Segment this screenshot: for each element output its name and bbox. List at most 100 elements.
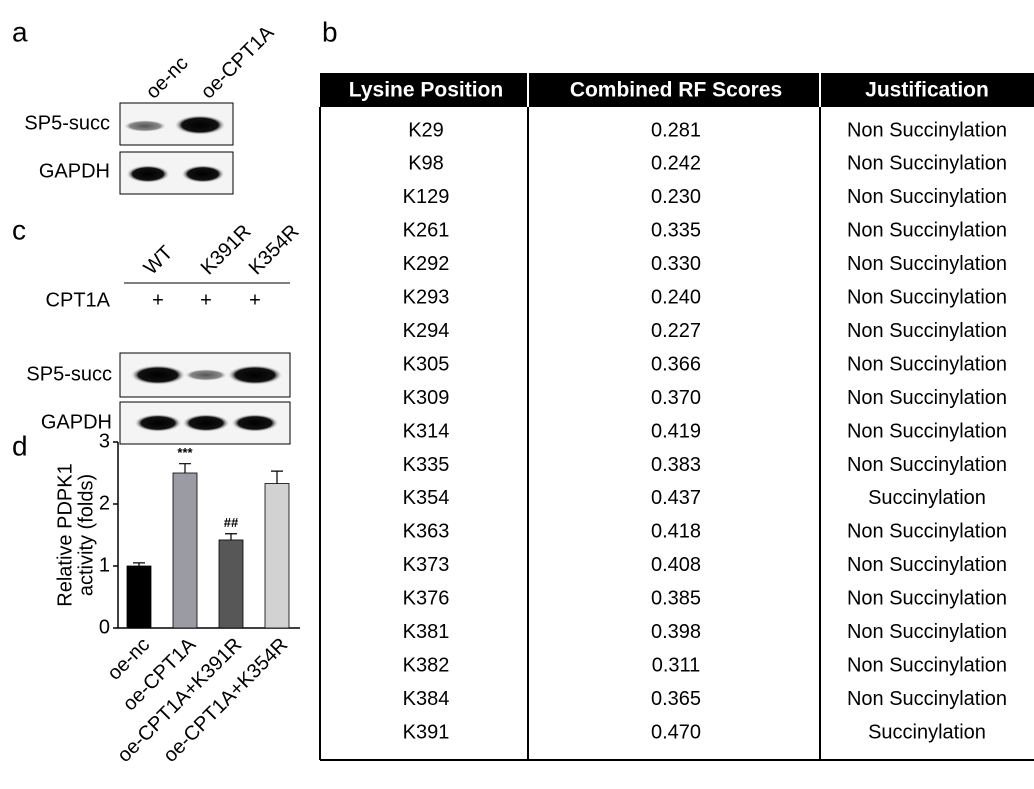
band (174, 115, 226, 135)
table-cell: Succinylation (868, 487, 986, 509)
treatment-label: CPT1A (46, 289, 111, 311)
annotation: ## (224, 515, 239, 530)
band (134, 414, 182, 432)
table-cell: 0.365 (651, 688, 701, 710)
table-cell: Non Succinylation (847, 220, 1007, 242)
table-header-cell: Lysine Position (349, 79, 503, 102)
lane-label: WT (140, 242, 178, 280)
table-cell: 0.230 (651, 186, 701, 208)
band (184, 369, 228, 381)
table-cell: Non Succinylation (847, 320, 1007, 342)
panel-label: c (12, 214, 26, 245)
table-cell: 0.311 (652, 654, 701, 676)
figure: a oe-nc oe-CPT1A SP5-succ GAPDH c WT K39… (0, 0, 1034, 789)
table-cell: Non Succinylation (847, 387, 1007, 409)
table-cell: K376 (403, 588, 450, 610)
band (130, 365, 186, 385)
table-cell: 0.470 (651, 721, 701, 743)
band (123, 120, 167, 132)
table-cell: K309 (403, 387, 450, 409)
table-cell: 0.330 (651, 253, 701, 275)
table-cell: 0.418 (651, 521, 701, 543)
table-cell: K314 (403, 420, 450, 442)
table-cell: Non Succinylation (847, 186, 1007, 208)
y-tick-label: 3 (99, 430, 110, 452)
blot-label: SP5-succ (24, 112, 110, 134)
lane-label: oe-CPT1A (197, 21, 279, 103)
table-cell: Non Succinylation (847, 621, 1007, 643)
table-cell: Non Succinylation (847, 521, 1007, 543)
lane-label: oe-nc (142, 52, 193, 103)
table-cell: Non Succinylation (847, 119, 1007, 141)
band (182, 414, 230, 432)
table-cell: 0.370 (651, 387, 701, 409)
band (231, 414, 279, 432)
table-cell: 0.419 (651, 420, 701, 442)
y-tick-label: 1 (99, 554, 110, 576)
table-cell: K261 (403, 220, 450, 242)
error-bar (271, 471, 283, 483)
table-cell: Non Succinylation (847, 454, 1007, 476)
table-cell: Non Succinylation (847, 153, 1007, 175)
band (227, 365, 283, 385)
table-cell: 0.385 (651, 588, 701, 610)
table-cell: 0.240 (651, 287, 701, 309)
table-cell: K381 (403, 621, 450, 643)
panel-label: b (322, 16, 338, 47)
bar (173, 473, 197, 628)
table-header-cell: Combined RF Scores (570, 79, 782, 102)
table-cell: 0.281 (651, 119, 701, 141)
panel-label: d (12, 430, 28, 461)
table-cell: Non Succinylation (847, 654, 1007, 676)
bar (265, 484, 289, 628)
table-cell: K294 (403, 320, 450, 342)
table-cell: K391 (403, 721, 450, 743)
error-bar (225, 534, 237, 540)
table-cell: K363 (403, 521, 450, 543)
treatment-mark: + (249, 289, 261, 311)
table-cell: Non Succinylation (847, 420, 1007, 442)
band (181, 165, 225, 183)
table-cell: K305 (403, 353, 450, 375)
table-cell: K373 (403, 554, 450, 576)
band (126, 165, 170, 183)
table-cell: Non Succinylation (847, 253, 1007, 275)
table-cell: K293 (403, 287, 450, 309)
table-cell: 0.408 (651, 554, 701, 576)
table-cell: Non Succinylation (847, 287, 1007, 309)
table-cell: K29 (408, 119, 444, 141)
table-cell: Non Succinylation (847, 688, 1007, 710)
panel-label: a (12, 16, 28, 47)
y-tick-label: 2 (99, 492, 110, 514)
table-header-cell: Justification (865, 79, 989, 102)
error-bar (133, 563, 145, 566)
table-cell: K292 (403, 253, 450, 275)
table-cell: K335 (403, 454, 450, 476)
lane-label: K391R (197, 220, 256, 279)
error-bar (179, 464, 191, 473)
table-cell: 0.335 (651, 220, 701, 242)
table-cell: K98 (408, 153, 444, 175)
y-axis-label: activity (folds) (75, 474, 97, 596)
treatment-mark: + (200, 289, 212, 311)
blot-label: SP5-succ (26, 363, 112, 385)
blot-label: GAPDH (39, 160, 110, 182)
lane-label: K354R (245, 220, 304, 279)
table-cell: 0.242 (651, 153, 701, 175)
y-axis-label: Relative PDPK1 (54, 463, 76, 606)
table-cell: Non Succinylation (847, 588, 1007, 610)
table-cell: K382 (403, 654, 450, 676)
bar (127, 566, 151, 628)
bar (219, 540, 243, 628)
table-cell: K384 (403, 688, 450, 710)
table-cell: Non Succinylation (847, 353, 1007, 375)
y-tick-label: 0 (99, 616, 110, 638)
table-cell: K129 (403, 186, 450, 208)
table-cell: 0.227 (651, 320, 701, 342)
table-cell: 0.437 (651, 487, 701, 509)
table-cell: 0.366 (651, 353, 701, 375)
table-cell: Non Succinylation (847, 554, 1007, 576)
table-cell: 0.398 (651, 621, 701, 643)
table-cell: Succinylation (868, 721, 986, 743)
annotation: *** (177, 445, 193, 460)
